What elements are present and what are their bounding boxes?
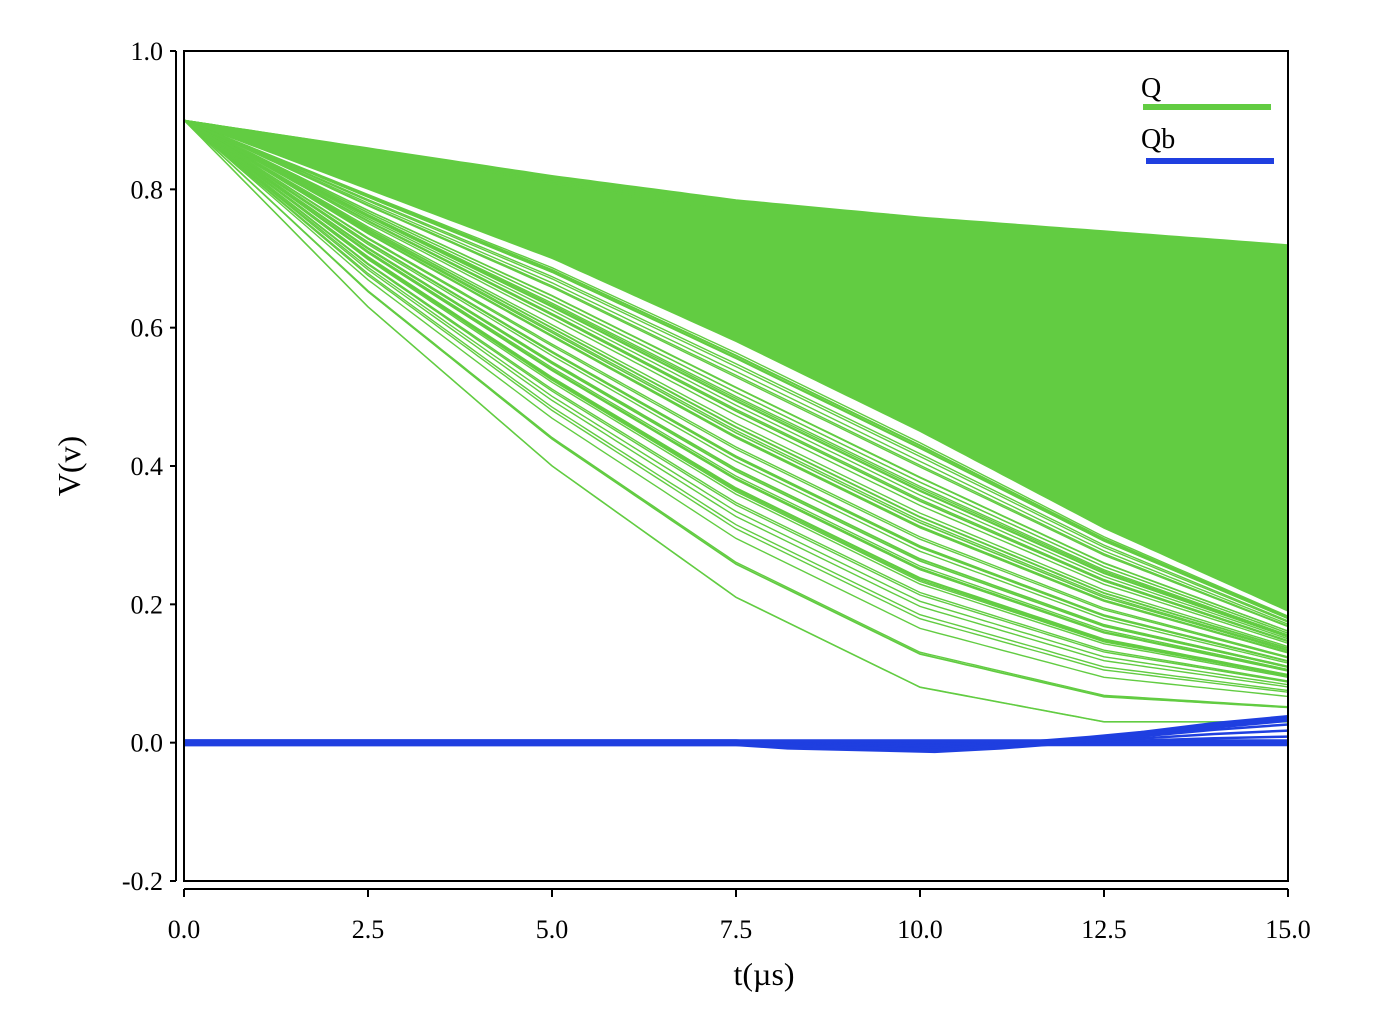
x-tick-label: 5.0	[536, 915, 569, 944]
series-q-upper-curve	[184, 119, 1288, 248]
series-q-curve	[184, 119, 1288, 623]
series-q-curve	[184, 119, 1288, 643]
series-q-curve	[184, 119, 1288, 659]
series-q-curve	[184, 119, 1288, 688]
series-q-upper-curve	[184, 119, 1288, 253]
series-q-curve	[184, 119, 1288, 648]
series-q-curve	[184, 119, 1288, 625]
series-q-curve	[184, 119, 1288, 634]
series-q-curve	[184, 119, 1288, 618]
series-q-curve	[184, 119, 1288, 692]
x-axis-ticks: 0.0 2.5 5.0 7.5 10.0 12.5 15.0	[168, 889, 1311, 944]
series-q-curve	[184, 119, 1288, 617]
x-tick-label: 2.5	[352, 915, 385, 944]
x-tick-label: 15.0	[1265, 915, 1311, 944]
series-q-curve	[184, 119, 1288, 622]
series-q-curve	[184, 119, 1288, 658]
series-q-curve	[184, 119, 1288, 628]
series-q-curve	[184, 119, 1288, 636]
series-q-curve	[184, 119, 1288, 672]
x-tick-label: 0.0	[168, 915, 201, 944]
series-q-lowest-curve	[184, 119, 1288, 723]
series-q-curve	[184, 119, 1288, 662]
series-q-curve	[184, 119, 1288, 653]
series-q-curve	[184, 119, 1288, 682]
x-axis-title: t(µs)	[733, 956, 794, 992]
series-q-curve	[184, 119, 1288, 668]
series-qb-curve	[184, 717, 1288, 751]
series-q-curve	[184, 119, 1288, 637]
series-q-curve	[184, 119, 1288, 683]
series-q-curves	[184, 119, 1288, 723]
y-axis-ticks: -0.2 0.0 0.2 0.4 0.6 0.8 1.0	[122, 37, 176, 896]
x-tick-label: 7.5	[720, 915, 753, 944]
plot-frame	[183, 50, 1289, 882]
series-q-curve	[184, 119, 1288, 649]
series-q-curve	[184, 119, 1288, 709]
series-q-curve	[184, 119, 1288, 642]
series-q-curve	[184, 119, 1288, 698]
series-qb-curves	[184, 715, 1288, 754]
y-tick-label: 0.6	[131, 314, 164, 343]
series-q-curve	[184, 119, 1288, 627]
series-q-curve	[184, 119, 1288, 640]
series-q-curve	[184, 119, 1288, 664]
series-q-curve	[184, 119, 1288, 651]
series-q-curve	[184, 119, 1288, 644]
legend-label-qb: Qb	[1141, 124, 1175, 155]
series-q-curve	[184, 119, 1288, 638]
series-q-upper-curve	[184, 119, 1288, 273]
series-q-curve	[184, 119, 1288, 677]
series-q-upper-curve	[184, 119, 1288, 258]
y-tick-label: 0.4	[131, 452, 164, 481]
y-tick-label: -0.2	[122, 867, 163, 896]
series-q-dense-band	[184, 119, 1288, 612]
legend: Q Qb	[1141, 73, 1274, 164]
series-q-curve	[184, 119, 1288, 678]
y-tick-label: 0.0	[131, 729, 164, 758]
series-q-curve	[184, 119, 1288, 620]
series-q-upper-curve	[184, 119, 1288, 263]
y-tick-label: 0.8	[131, 175, 164, 204]
series-q-curve	[184, 119, 1288, 676]
x-tick-label: 12.5	[1081, 915, 1127, 944]
series-q-curve	[184, 119, 1288, 652]
series-q-curve	[184, 119, 1288, 686]
y-tick-label: 1.0	[131, 37, 164, 66]
series-q-curve	[184, 119, 1288, 693]
series-q-upper-curve	[184, 119, 1288, 268]
series-q-curve	[184, 119, 1288, 671]
y-tick-label: 0.2	[131, 590, 164, 619]
series-q-curve	[184, 119, 1288, 632]
x-tick-label: 10.0	[897, 915, 943, 944]
legend-label-q: Q	[1141, 73, 1161, 104]
y-axis-title: V(v)	[51, 436, 87, 496]
